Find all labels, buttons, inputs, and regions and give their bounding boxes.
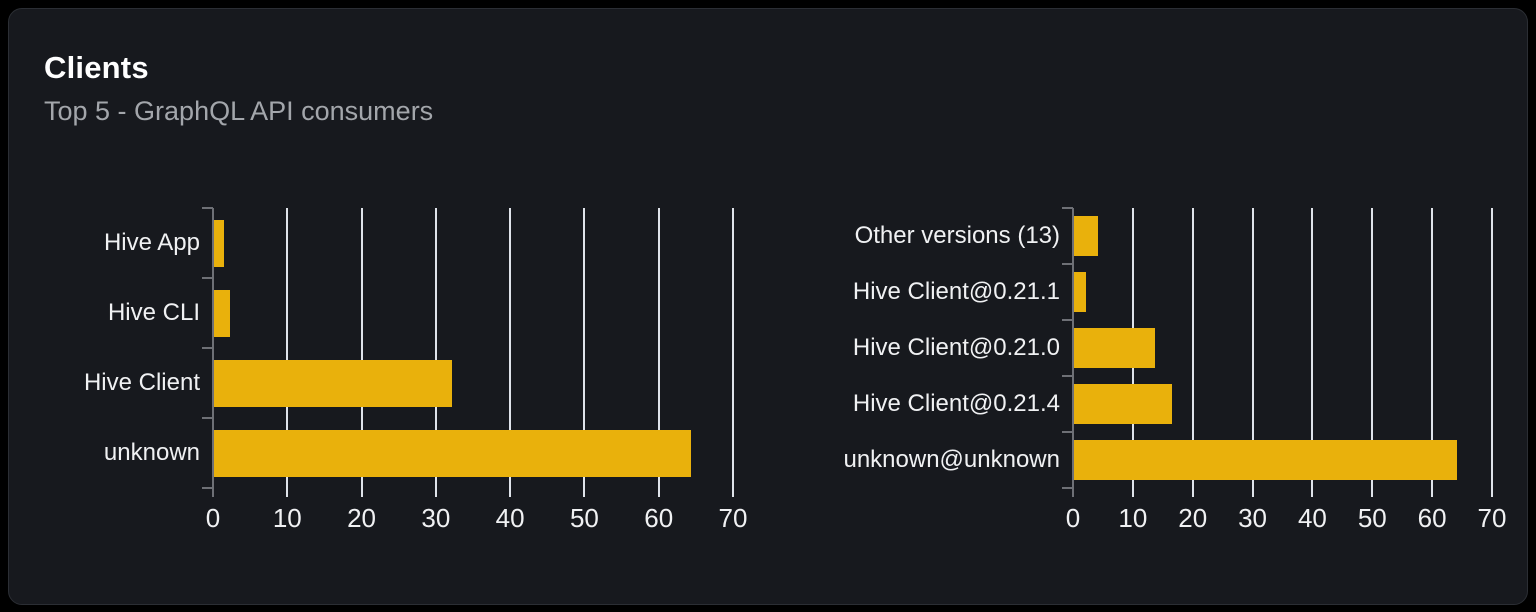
bar-hive-client xyxy=(214,360,452,407)
gridline-x-30 xyxy=(1251,208,1254,497)
y-axis-tick xyxy=(202,207,213,209)
y-axis-tick xyxy=(202,487,213,489)
x-tick-label-10: 10 xyxy=(1118,503,1148,533)
x-tick-label-70: 70 xyxy=(1477,503,1507,533)
x-tick-label-50: 50 xyxy=(1357,503,1387,533)
gridline-x-20 xyxy=(360,208,363,497)
y-axis-tick xyxy=(1062,487,1073,489)
gridline-x-50 xyxy=(1371,208,1374,497)
bar-hive-client-0-21-0 xyxy=(1074,328,1155,368)
bar-other-versions-13- xyxy=(1074,216,1098,256)
panel-subtitle: Top 5 - GraphQL API consumers xyxy=(44,96,434,126)
bar-hive-client-0-21-4 xyxy=(1074,384,1172,424)
y-axis-tick xyxy=(202,417,213,419)
x-tick-label-30: 30 xyxy=(1238,503,1268,533)
x-tick-label-70: 70 xyxy=(718,503,748,533)
category-label: Hive Client@0.21.4 xyxy=(852,390,1060,417)
y-axis-tick xyxy=(202,347,213,349)
gridline-x-10 xyxy=(286,208,289,497)
bar-unknown-unknown xyxy=(1074,440,1457,480)
x-tick-label-0: 0 xyxy=(1065,503,1081,533)
category-label: Other versions (13) xyxy=(854,222,1060,249)
category-label: Hive CLI xyxy=(107,299,200,326)
category-label: Hive Client@0.21.1 xyxy=(852,278,1060,305)
y-axis xyxy=(212,208,214,497)
y-axis xyxy=(1072,208,1074,497)
bar-unknown xyxy=(214,430,691,477)
gridline-x-60 xyxy=(1431,208,1434,497)
x-tick-label-10: 10 xyxy=(272,503,302,533)
bar-hive-cli xyxy=(214,290,230,337)
gridline-x-20 xyxy=(1191,208,1194,497)
panel-title: Clients xyxy=(44,50,149,85)
gridline-x-70 xyxy=(732,208,734,497)
x-tick-label-40: 40 xyxy=(1297,503,1327,533)
category-label: Hive App xyxy=(103,229,200,256)
x-tick-label-20: 20 xyxy=(347,503,377,533)
x-tick-label-20: 20 xyxy=(1178,503,1208,533)
clients-by-name-chart: 0 10 20 30 40 50 60 70 Hive App Hive CLI Hive Clie… xyxy=(84,207,747,533)
gridline-x-50 xyxy=(583,208,586,497)
gridline-x-40 xyxy=(509,208,512,497)
clients-by-version-chart: 0 10 20 30 40 50 60 70 Other versions (13) Hive C… xyxy=(843,207,1506,533)
x-tick-label-60: 60 xyxy=(644,503,674,533)
y-axis-tick xyxy=(202,277,213,279)
x-tick-label-30: 30 xyxy=(421,503,451,533)
x-tick-label-50: 50 xyxy=(569,503,599,533)
x-tick-label-0: 0 xyxy=(205,503,221,533)
category-label: Hive Client xyxy=(83,369,200,396)
category-label: unknown xyxy=(103,439,200,466)
y-axis-tick xyxy=(1062,431,1073,433)
y-axis-tick xyxy=(1062,375,1073,377)
bar-hive-client-0-21-1 xyxy=(1074,272,1086,312)
gridline-x-60 xyxy=(657,208,660,497)
x-tick-label-60: 60 xyxy=(1417,503,1447,533)
bar-hive-app xyxy=(214,220,224,267)
gridline-x-30 xyxy=(434,208,437,497)
gridline-x-40 xyxy=(1311,208,1314,497)
y-axis-tick xyxy=(1062,319,1073,321)
gridline-x-70 xyxy=(1491,208,1493,497)
category-label: unknown@unknown xyxy=(843,446,1060,473)
x-tick-label-40: 40 xyxy=(495,503,525,533)
category-label: Hive Client@0.21.0 xyxy=(852,334,1060,361)
y-axis-tick xyxy=(1062,263,1073,265)
clients-panel: Clients Top 5 - GraphQL API consumers 0 1… xyxy=(8,8,1528,605)
y-axis-tick xyxy=(1062,207,1073,209)
